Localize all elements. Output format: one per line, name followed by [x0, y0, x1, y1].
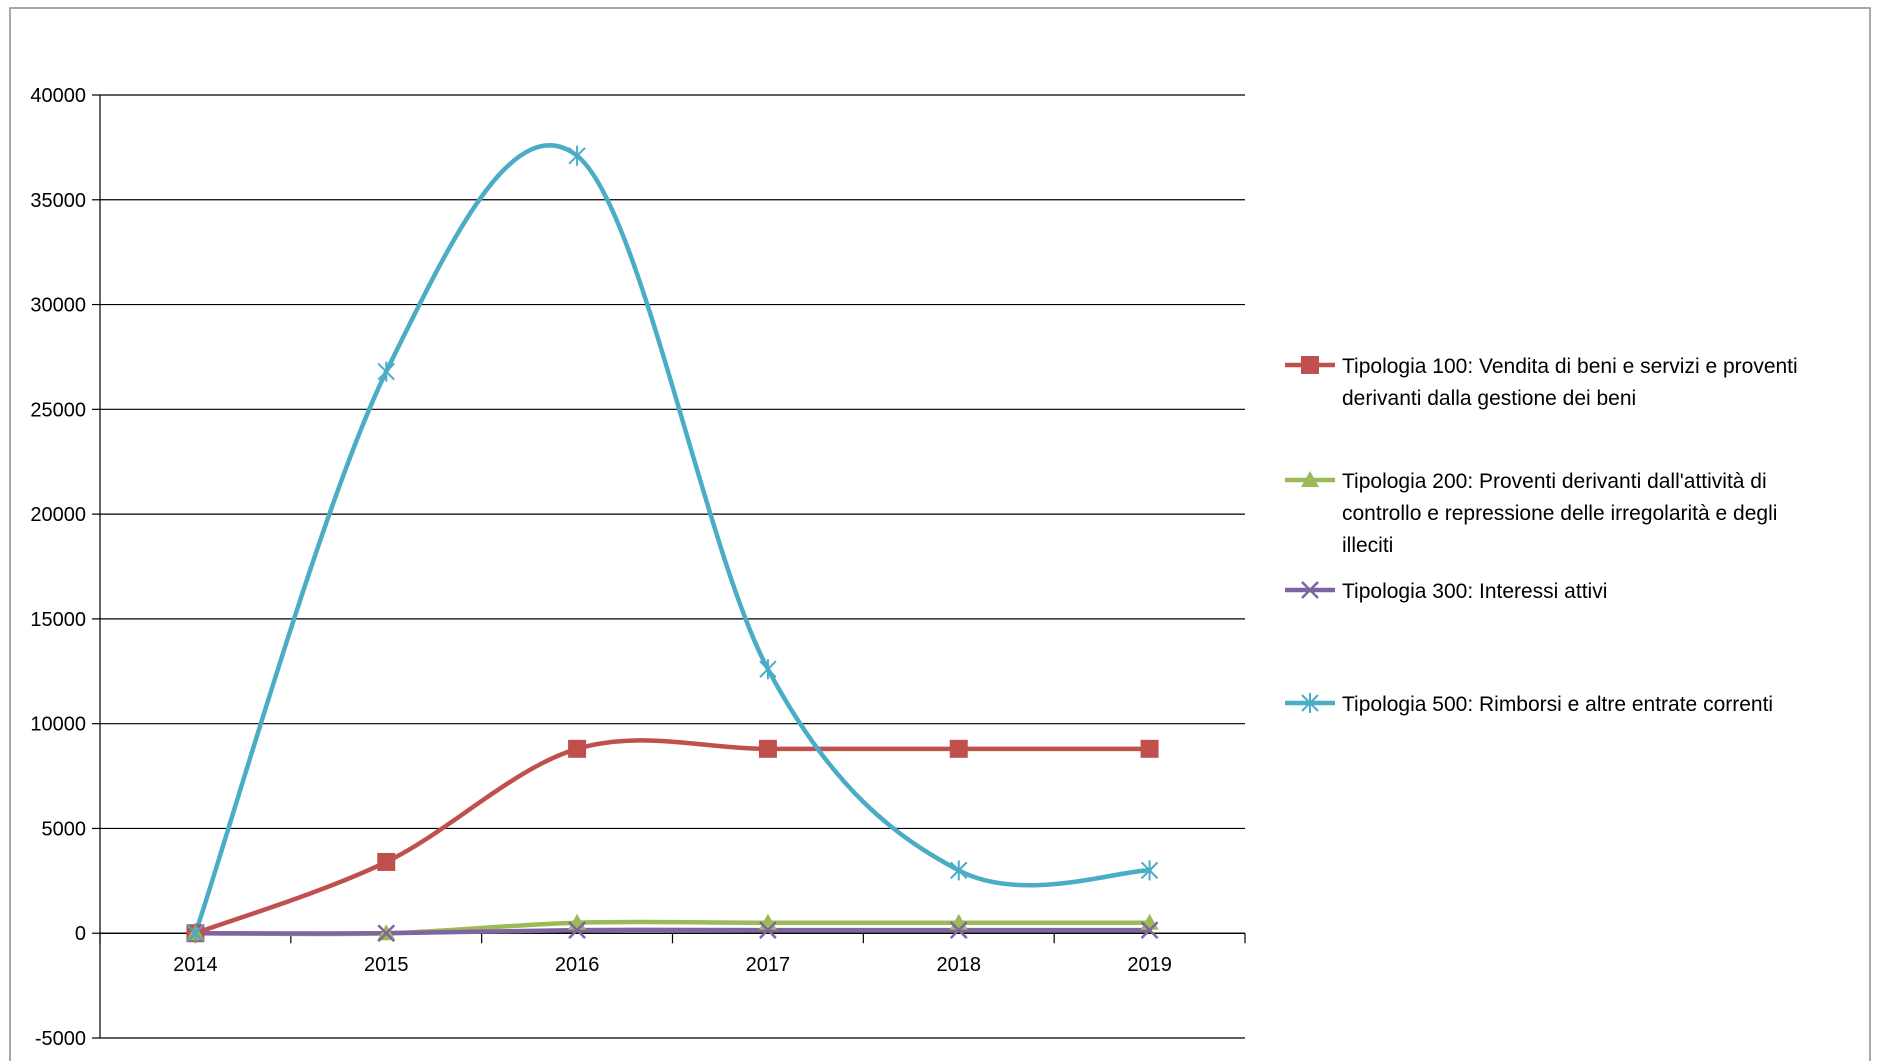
data-point-marker [1140, 921, 1159, 939]
data-point-marker [759, 921, 777, 939]
x-tick-label: 2015 [364, 954, 409, 976]
data-point-marker [1301, 356, 1319, 374]
series-lines [193, 143, 1152, 937]
data-point-marker [377, 852, 396, 871]
y-tick-label: 35000 [30, 190, 86, 212]
legend: Tipologia 100: Vendita di beni e servizi… [1285, 355, 1798, 716]
series-markers [186, 145, 1159, 944]
y-tick-label: -5000 [35, 1028, 86, 1050]
legend-label: derivanti dalla gestione dei beni [1342, 387, 1636, 410]
legend-entry: Tipologia 200: Proventi derivanti dall'a… [1285, 470, 1777, 557]
data-point-marker [1140, 860, 1159, 881]
legend-entry: Tipologia 500: Rimborsi e altre entrate … [1285, 693, 1773, 716]
x-tick-label: 2017 [746, 954, 791, 976]
legend-entry: Tipologia 300: Interessi attivi [1285, 580, 1607, 603]
data-point-marker [186, 923, 205, 944]
data-point-marker [949, 739, 968, 758]
legend-label: controllo e repressione delle irregolari… [1342, 502, 1777, 525]
legend-label: Tipologia 300: Interessi attivi [1342, 580, 1607, 603]
y-tick-label: 25000 [30, 399, 86, 421]
gridlines [100, 94, 1245, 1039]
y-tick-label: 10000 [30, 714, 86, 736]
data-point-marker [1301, 693, 1319, 713]
y-tick-label: 0 [75, 923, 86, 945]
data-point-marker [950, 860, 968, 881]
legend-entry: Tipologia 100: Vendita di beni e servizi… [1285, 355, 1798, 410]
data-point-marker [568, 921, 586, 939]
series-line-1 [193, 738, 1152, 936]
y-tick-label: 20000 [30, 504, 86, 526]
data-point-marker [377, 361, 395, 382]
data-point-marker [759, 659, 777, 680]
x-tick-label: 2014 [173, 954, 218, 976]
data-point-marker [568, 145, 586, 166]
axes: 40000 35000 30000 25000 20000 15000 10000 5000 0… [30, 85, 1246, 1050]
legend-label: Tipologia 200: Proventi derivanti dall'a… [1342, 470, 1767, 493]
data-point-marker [377, 924, 396, 943]
y-tick-label: 40000 [30, 85, 86, 107]
y-tick-label: 15000 [30, 609, 86, 631]
x-tick-label: 2019 [1127, 954, 1172, 976]
chart-border [9, 7, 1871, 1061]
data-point-marker [949, 921, 968, 939]
data-point-marker [758, 739, 777, 758]
legend-label: illeciti [1342, 534, 1393, 557]
y-tick-label: 5000 [42, 818, 87, 840]
series-line-3 [193, 927, 1152, 936]
legend-label: Tipologia 100: Vendita di beni e servizi… [1342, 355, 1798, 378]
legend-label: Tipologia 500: Rimborsi e altre entrate … [1342, 693, 1773, 716]
data-point-marker [1140, 739, 1159, 758]
x-tick-label: 2018 [937, 954, 982, 976]
series-line-4 [193, 143, 1152, 936]
data-point-marker [568, 739, 587, 758]
data-point-marker [1301, 581, 1319, 599]
x-tick-label: 2016 [555, 954, 600, 976]
data-point-marker [1301, 471, 1319, 487]
y-tick-label: 30000 [30, 295, 86, 317]
